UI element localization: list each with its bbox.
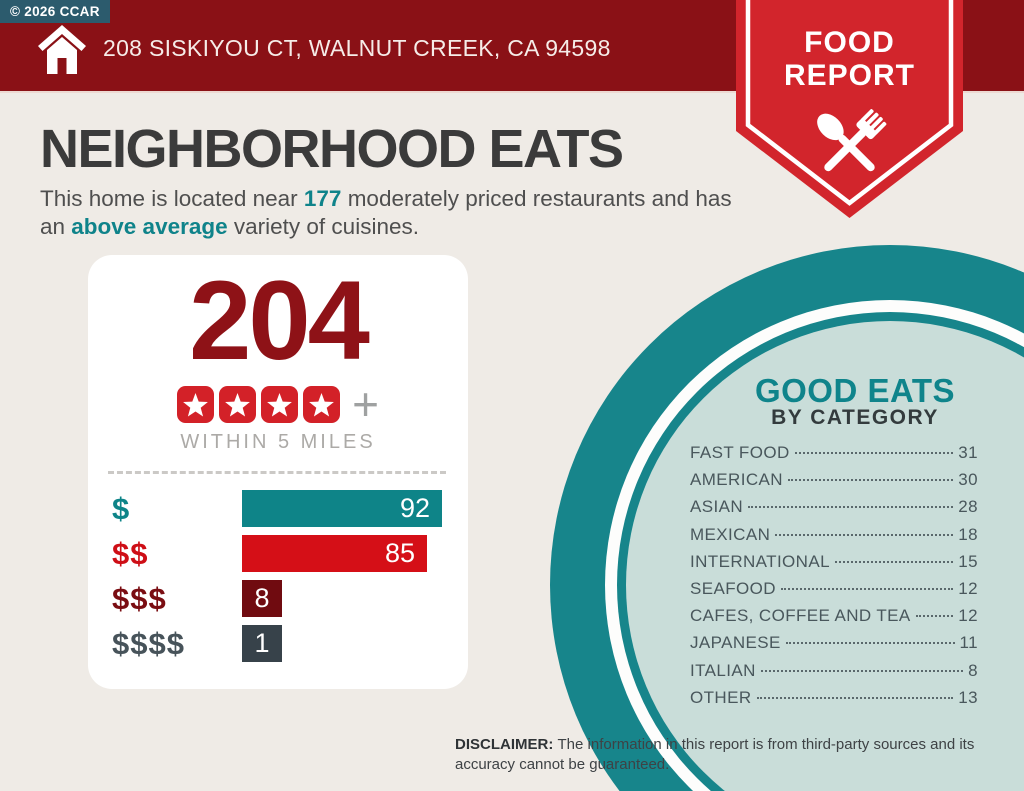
category-value: 13	[958, 687, 978, 707]
disclaimer: DISCLAIMER: The information in this repo…	[455, 735, 1003, 774]
price-tier-label: $	[112, 490, 131, 526]
dot-leader	[794, 452, 954, 454]
star-icon	[177, 385, 215, 423]
property-address: 208 SISKIYOU CT, WALNUT CREEK, CA 94598	[103, 35, 611, 61]
food-report-ribbon: FOOD REPORT	[736, 0, 963, 218]
dot-leader	[748, 506, 954, 509]
category-label: MEXICAN	[690, 524, 771, 544]
star-icon	[219, 385, 257, 423]
category-row: JAPANESE 11	[690, 633, 978, 660]
category-label: INTERNATIONAL	[690, 551, 830, 571]
summary-card: 204 + WITHIN 5 MILES $ 92 $$ 85 $$$ 8 $$…	[88, 255, 468, 689]
category-label: OTHER	[690, 687, 752, 707]
category-label: ITALIAN	[690, 660, 756, 680]
bar-row-price-4: $$$$ 1	[112, 625, 444, 662]
category-row: CAFES, COFFEE AND TEA 12	[690, 606, 978, 633]
star-icons	[177, 385, 341, 423]
price-tier-label: $$$	[112, 580, 167, 616]
category-value: 12	[958, 606, 978, 626]
category-row: SEAFOOD 12	[690, 579, 978, 606]
category-value: 11	[959, 633, 978, 653]
dot-leader	[787, 479, 954, 482]
category-row: INTERNATIONAL 15	[690, 552, 978, 579]
price-tier-label: $$	[112, 535, 149, 571]
category-row: ASIAN 28	[690, 497, 978, 524]
dot-leader	[780, 587, 954, 590]
bar-price-4: 1	[242, 625, 282, 662]
star-icon	[261, 385, 299, 423]
category-label: JAPANESE	[690, 633, 781, 653]
category-value: 12	[958, 578, 978, 598]
bar-row-price-3: $$$ 8	[112, 580, 444, 617]
disclaimer-text: The information in this report is from t…	[455, 736, 975, 773]
bar-row-price-1: $ 92	[112, 490, 444, 527]
star-rating: +	[88, 378, 468, 430]
category-value: 8	[968, 660, 978, 680]
star-icon	[303, 385, 341, 423]
dot-leader	[834, 560, 954, 563]
bar-price-3: 8	[242, 580, 282, 617]
dot-leader	[775, 533, 954, 536]
category-label: FAST FOOD	[690, 443, 790, 462]
copyright-badge: © 2026 CCAR	[0, 0, 110, 23]
category-row: ITALIAN 8	[690, 661, 978, 688]
ribbon-shape	[736, 0, 963, 218]
bar-value: 85	[384, 538, 415, 568]
bar-value: 92	[399, 493, 430, 523]
good-eats-subtitle: BY CATEGORY	[771, 406, 939, 429]
category-label: CAFES, COFFEE AND TEA	[690, 606, 911, 626]
restaurant-count-highlight: 177	[303, 186, 342, 211]
category-label: AMERICAN	[690, 470, 783, 490]
bar-price-2: 85	[242, 535, 427, 572]
intro-subtitle: This home is located near 177 moderately…	[40, 186, 732, 239]
category-row: FAST FOOD 31	[690, 443, 978, 470]
home-icon	[38, 25, 86, 74]
category-label: SEAFOOD	[690, 578, 776, 598]
category-value: 15	[958, 551, 978, 571]
good-eats-title: GOOD EATS	[754, 372, 956, 409]
bar-row-price-2: $$ 85	[112, 535, 444, 572]
plus-icon: +	[352, 378, 379, 430]
category-value: 28	[958, 497, 978, 517]
radius-label: WITHIN 5 MILES	[180, 431, 376, 453]
category-label: ASIAN	[690, 497, 744, 517]
category-value: 31	[958, 443, 978, 462]
category-row: OTHER 13	[690, 688, 978, 715]
page-title: NEIGHBORHOOD EATS	[40, 119, 624, 179]
bar-value: 8	[254, 583, 270, 613]
dot-leader	[915, 615, 954, 618]
spoon-fork-icon	[817, 109, 887, 172]
disclaimer-label: DISCLAIMER:	[455, 736, 558, 753]
ribbon-title-line1: FOOD	[804, 26, 895, 59]
dashed-divider	[108, 471, 446, 474]
price-tier-bar-chart: $ 92 $$ 85 $$$ 8 $$$$ 1	[112, 490, 444, 662]
dot-leader	[760, 669, 964, 672]
price-tier-label: $$$$	[112, 625, 185, 661]
ribbon-title-line2: REPORT	[784, 59, 915, 92]
category-value: 30	[958, 470, 978, 490]
category-row: AMERICAN 30	[690, 470, 978, 497]
category-list: FAST FOOD 31 AMERICAN 30 ASIAN 28 MEXICAN 18…	[690, 443, 978, 715]
bar-value: 1	[254, 628, 270, 658]
bar-price-1: 92	[242, 490, 442, 527]
category-row: MEXICAN 18	[690, 525, 978, 552]
dot-leader	[756, 696, 954, 699]
total-restaurants-value: 204	[189, 258, 370, 383]
category-value: 18	[958, 524, 978, 544]
dot-leader	[785, 642, 955, 645]
variety-highlight: above average	[71, 214, 228, 239]
